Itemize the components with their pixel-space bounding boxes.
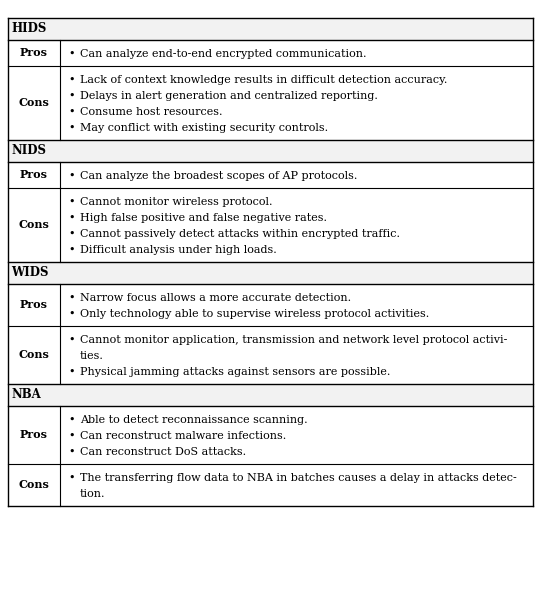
Text: Can analyze end-to-end encrypted communication.: Can analyze end-to-end encrypted communi… bbox=[80, 49, 366, 59]
Text: Cons: Cons bbox=[18, 98, 49, 108]
Text: •: • bbox=[68, 447, 75, 457]
Text: •: • bbox=[68, 431, 75, 441]
Text: •: • bbox=[68, 197, 75, 207]
Text: Pros: Pros bbox=[20, 170, 48, 180]
Text: •: • bbox=[68, 91, 75, 101]
Text: •: • bbox=[68, 245, 75, 255]
Text: Pros: Pros bbox=[20, 429, 48, 440]
Text: tion.: tion. bbox=[80, 489, 105, 499]
Text: Pros: Pros bbox=[20, 47, 48, 58]
Text: WIDS: WIDS bbox=[11, 266, 49, 279]
Text: •: • bbox=[68, 335, 75, 345]
Text: •: • bbox=[68, 107, 75, 117]
Text: •: • bbox=[68, 473, 75, 483]
Text: •: • bbox=[68, 309, 75, 319]
Text: Only technology able to supervise wireless protocol activities.: Only technology able to supervise wirele… bbox=[80, 309, 429, 319]
Bar bbox=[8, 18, 533, 40]
Text: Physical jamming attacks against sensors are possible.: Physical jamming attacks against sensors… bbox=[80, 367, 391, 377]
Text: •: • bbox=[68, 75, 75, 85]
Bar bbox=[8, 384, 533, 406]
Text: •: • bbox=[68, 415, 75, 425]
Text: Difficult analysis under high loads.: Difficult analysis under high loads. bbox=[80, 245, 277, 255]
Text: Consume host resources.: Consume host resources. bbox=[80, 107, 222, 117]
Text: Cannot passively detect attacks within encrypted traffic.: Cannot passively detect attacks within e… bbox=[80, 229, 400, 239]
Text: Lack of context knowledge results in difficult detection accuracy.: Lack of context knowledge results in dif… bbox=[80, 75, 447, 85]
Text: Pros: Pros bbox=[20, 300, 48, 311]
Text: Cons: Cons bbox=[18, 480, 49, 491]
Text: Can reconstruct malware infections.: Can reconstruct malware infections. bbox=[80, 431, 286, 441]
Text: Can reconstruct DoS attacks.: Can reconstruct DoS attacks. bbox=[80, 447, 246, 457]
Text: Cons: Cons bbox=[18, 220, 49, 231]
Text: Able to detect reconnaissance scanning.: Able to detect reconnaissance scanning. bbox=[80, 415, 308, 425]
Text: NBA: NBA bbox=[11, 389, 41, 402]
Text: Cannot monitor application, transmission and network level protocol activi-: Cannot monitor application, transmission… bbox=[80, 335, 507, 345]
Text: Delays in alert generation and centralized reporting.: Delays in alert generation and centraliz… bbox=[80, 91, 378, 101]
Bar bbox=[8, 262, 533, 284]
Text: •: • bbox=[68, 49, 75, 59]
Text: •: • bbox=[68, 171, 75, 181]
Text: •: • bbox=[68, 293, 75, 303]
Text: NIDS: NIDS bbox=[11, 145, 46, 157]
Text: •: • bbox=[68, 123, 75, 133]
Text: Cannot monitor wireless protocol.: Cannot monitor wireless protocol. bbox=[80, 197, 273, 207]
Text: •: • bbox=[68, 229, 75, 239]
Text: Narrow focus allows a more accurate detection.: Narrow focus allows a more accurate dete… bbox=[80, 293, 351, 303]
Bar bbox=[8, 140, 533, 162]
Text: Can analyze the broadest scopes of AP protocols.: Can analyze the broadest scopes of AP pr… bbox=[80, 171, 358, 181]
Text: Cons: Cons bbox=[18, 349, 49, 360]
Text: May conflict with existing security controls.: May conflict with existing security cont… bbox=[80, 123, 328, 133]
Text: •: • bbox=[68, 213, 75, 223]
Text: •: • bbox=[68, 367, 75, 377]
Text: The transferring flow data to NBA in batches causes a delay in attacks detec-: The transferring flow data to NBA in bat… bbox=[80, 473, 517, 483]
Text: ties.: ties. bbox=[80, 351, 104, 361]
Text: HIDS: HIDS bbox=[11, 23, 47, 36]
Text: High false positive and false negative rates.: High false positive and false negative r… bbox=[80, 213, 327, 223]
